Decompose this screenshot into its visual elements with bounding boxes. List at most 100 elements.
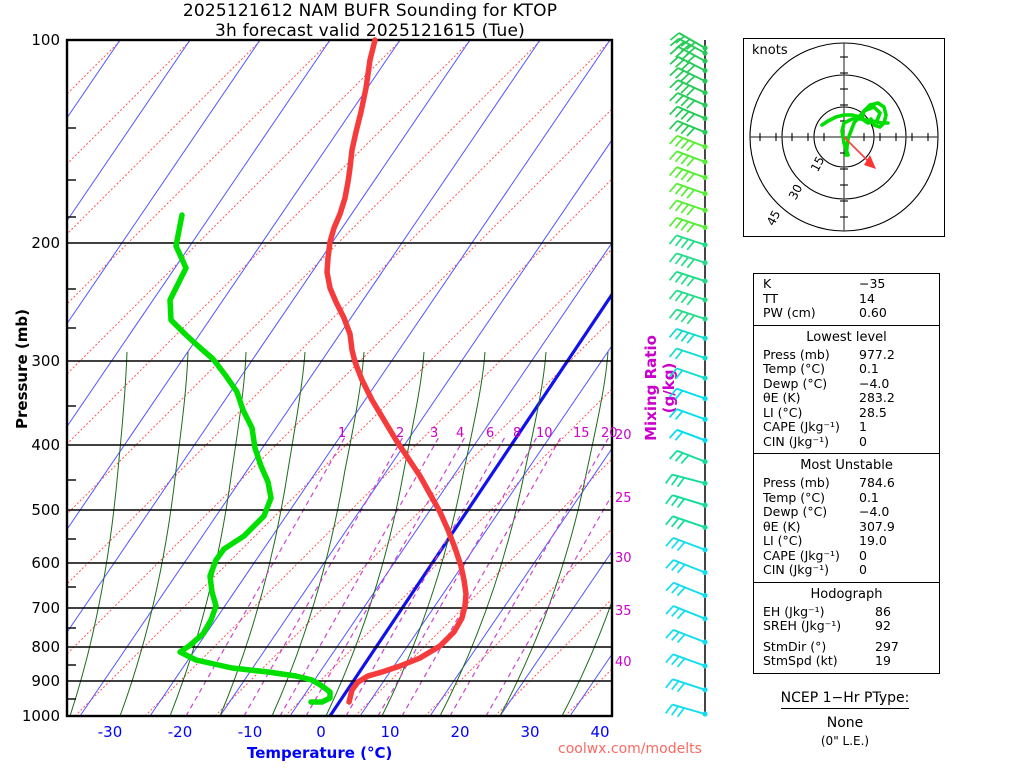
stat-value: 0 [859, 433, 867, 449]
dewpoint-trace [167, 212, 333, 705]
wind-barb-point [702, 480, 708, 486]
wind-barb-feather [676, 586, 686, 597]
wind-barb-feather [676, 564, 686, 574]
stat-value: 307.9 [859, 518, 895, 534]
stat-row-temp: Temp (°C) 0.1 [754, 490, 939, 506]
mixing-ratio-label-3: 3 [430, 426, 439, 441]
mixing-ratio-right-40: 40 [615, 655, 632, 670]
wind-barb-feather [669, 92, 679, 102]
wind-barb-feather [686, 223, 695, 233]
wind-barb-feather [669, 450, 678, 460]
stat-value: 19.0 [859, 533, 887, 548]
wind-barb-point [702, 592, 708, 599]
wind-barb-feather [680, 187, 690, 197]
wind-barb-point [702, 90, 708, 96]
wind-barb-feather [674, 168, 684, 179]
wind-barb-feather [686, 173, 695, 183]
wind-barb-feather [674, 254, 684, 265]
wind-barb-feather [680, 293, 689, 304]
wind-barb-feather [686, 314, 695, 325]
hodograph-wind-trace-lower [840, 117, 890, 157]
wind-barb-point [702, 50, 708, 56]
wind-barb-feather [686, 157, 695, 167]
wind-barb-feather [668, 183, 678, 193]
wind-barb-shaft [676, 120, 706, 134]
wind-barb-feather [669, 67, 679, 77]
wind-barb-feather [668, 199, 678, 210]
most-unstable-header: Most Unstable [800, 458, 893, 473]
wind-barb-feather [686, 206, 695, 216]
wind-barb-feather [668, 234, 678, 245]
wind-barb-feather [669, 120, 678, 130]
wind-barb-feather [665, 582, 675, 592]
stat-value: 977.2 [859, 346, 895, 362]
wind-barb-shaft [677, 79, 706, 94]
wind-barb-feather [674, 122, 684, 132]
stat-label: CAPE (Jkg⁻¹) [763, 419, 840, 434]
title-line-2: 3h forecast valid 2025121615 (Tue) [215, 21, 525, 41]
stats-summary-section: K −35 TT 14 PW (cm) 0.60 [754, 274, 939, 326]
stat-label: Dewp (°C) [763, 375, 828, 391]
temp-tick-10: 10 [380, 723, 400, 741]
temp-tick-30: 30 [520, 723, 540, 741]
wind-barb-point [702, 58, 708, 64]
wind-barb-feather [680, 97, 690, 107]
stat-label: Press (mb) [763, 475, 830, 490]
wind-barb-feather [668, 217, 678, 227]
wind-barb-feather [668, 429, 678, 439]
wind-barb-feather [680, 256, 689, 267]
stat-label: θE (K) [763, 518, 801, 534]
stat-label: LI (°C) [763, 533, 803, 548]
wind-barb-shaft [676, 270, 706, 282]
wind-barb-feather [665, 474, 673, 484]
wind-barb-feather [671, 607, 680, 617]
stat-value: −4.0 [859, 375, 890, 391]
pressure-tick-700: 700 [31, 599, 60, 617]
wind-barb-feather [665, 494, 674, 505]
stat-label: StmSpd (kt) [763, 653, 838, 668]
wind-barb-point [702, 159, 708, 165]
wind-barb-feather [668, 308, 678, 319]
stat-row-dewp: Dewp (°C) −4.0 [754, 375, 939, 392]
pressure-tick-100: 100 [31, 31, 60, 49]
wind-barb-point [702, 502, 708, 508]
wind-barb-shaft [676, 387, 706, 400]
wind-barb-feather [669, 32, 680, 41]
pressure-tick-600: 600 [31, 554, 60, 572]
stat-row-pw: PW (cm) 0.60 [754, 305, 939, 321]
stat-value: 283.2 [859, 390, 895, 405]
stat-row-cin: CIN (Jkg⁻¹) 0 [754, 433, 939, 450]
wind-barb-shaft [673, 559, 706, 574]
stat-row-temp: Temp (°C) 0.1 [754, 361, 939, 377]
wind-barb-feather [674, 452, 684, 462]
wind-barb-feather [665, 704, 673, 714]
hodograph-units-label: knots [752, 43, 788, 58]
stat-value: 1 [859, 419, 867, 434]
wind-barb-feather [669, 37, 680, 47]
mixing-ratio-right-20: 20 [615, 428, 632, 443]
mixing-ratio-label-20: 20 [601, 426, 618, 441]
wind-barb-feather [668, 289, 678, 300]
wind-barb-feather [665, 515, 674, 526]
wind-barb-feather [668, 271, 678, 281]
stat-label: CIN (Jkg⁻¹) [763, 433, 829, 449]
wind-barb-point [702, 524, 708, 530]
wind-barb-shaft [676, 234, 706, 246]
wind-barb-feather [671, 539, 680, 549]
wind-barb-shaft [678, 32, 706, 49]
wind-barb-feather [674, 94, 684, 104]
wind-barb-feather [668, 388, 678, 398]
wind-barb-feather [674, 152, 684, 163]
wind-barb-shaft [672, 703, 706, 715]
wind-barb-feather [677, 477, 685, 488]
wind-barb-feather [676, 519, 686, 530]
mixing-ratio-right-35: 35 [615, 604, 632, 619]
mixing-ratio-label-4: 4 [456, 426, 465, 441]
wind-barb-point [702, 45, 708, 51]
wind-barb-shaft [676, 289, 706, 301]
stat-row-tt: TT 14 [754, 291, 939, 307]
wind-barb-feather [674, 431, 684, 441]
wind-barb-feather [680, 155, 690, 165]
